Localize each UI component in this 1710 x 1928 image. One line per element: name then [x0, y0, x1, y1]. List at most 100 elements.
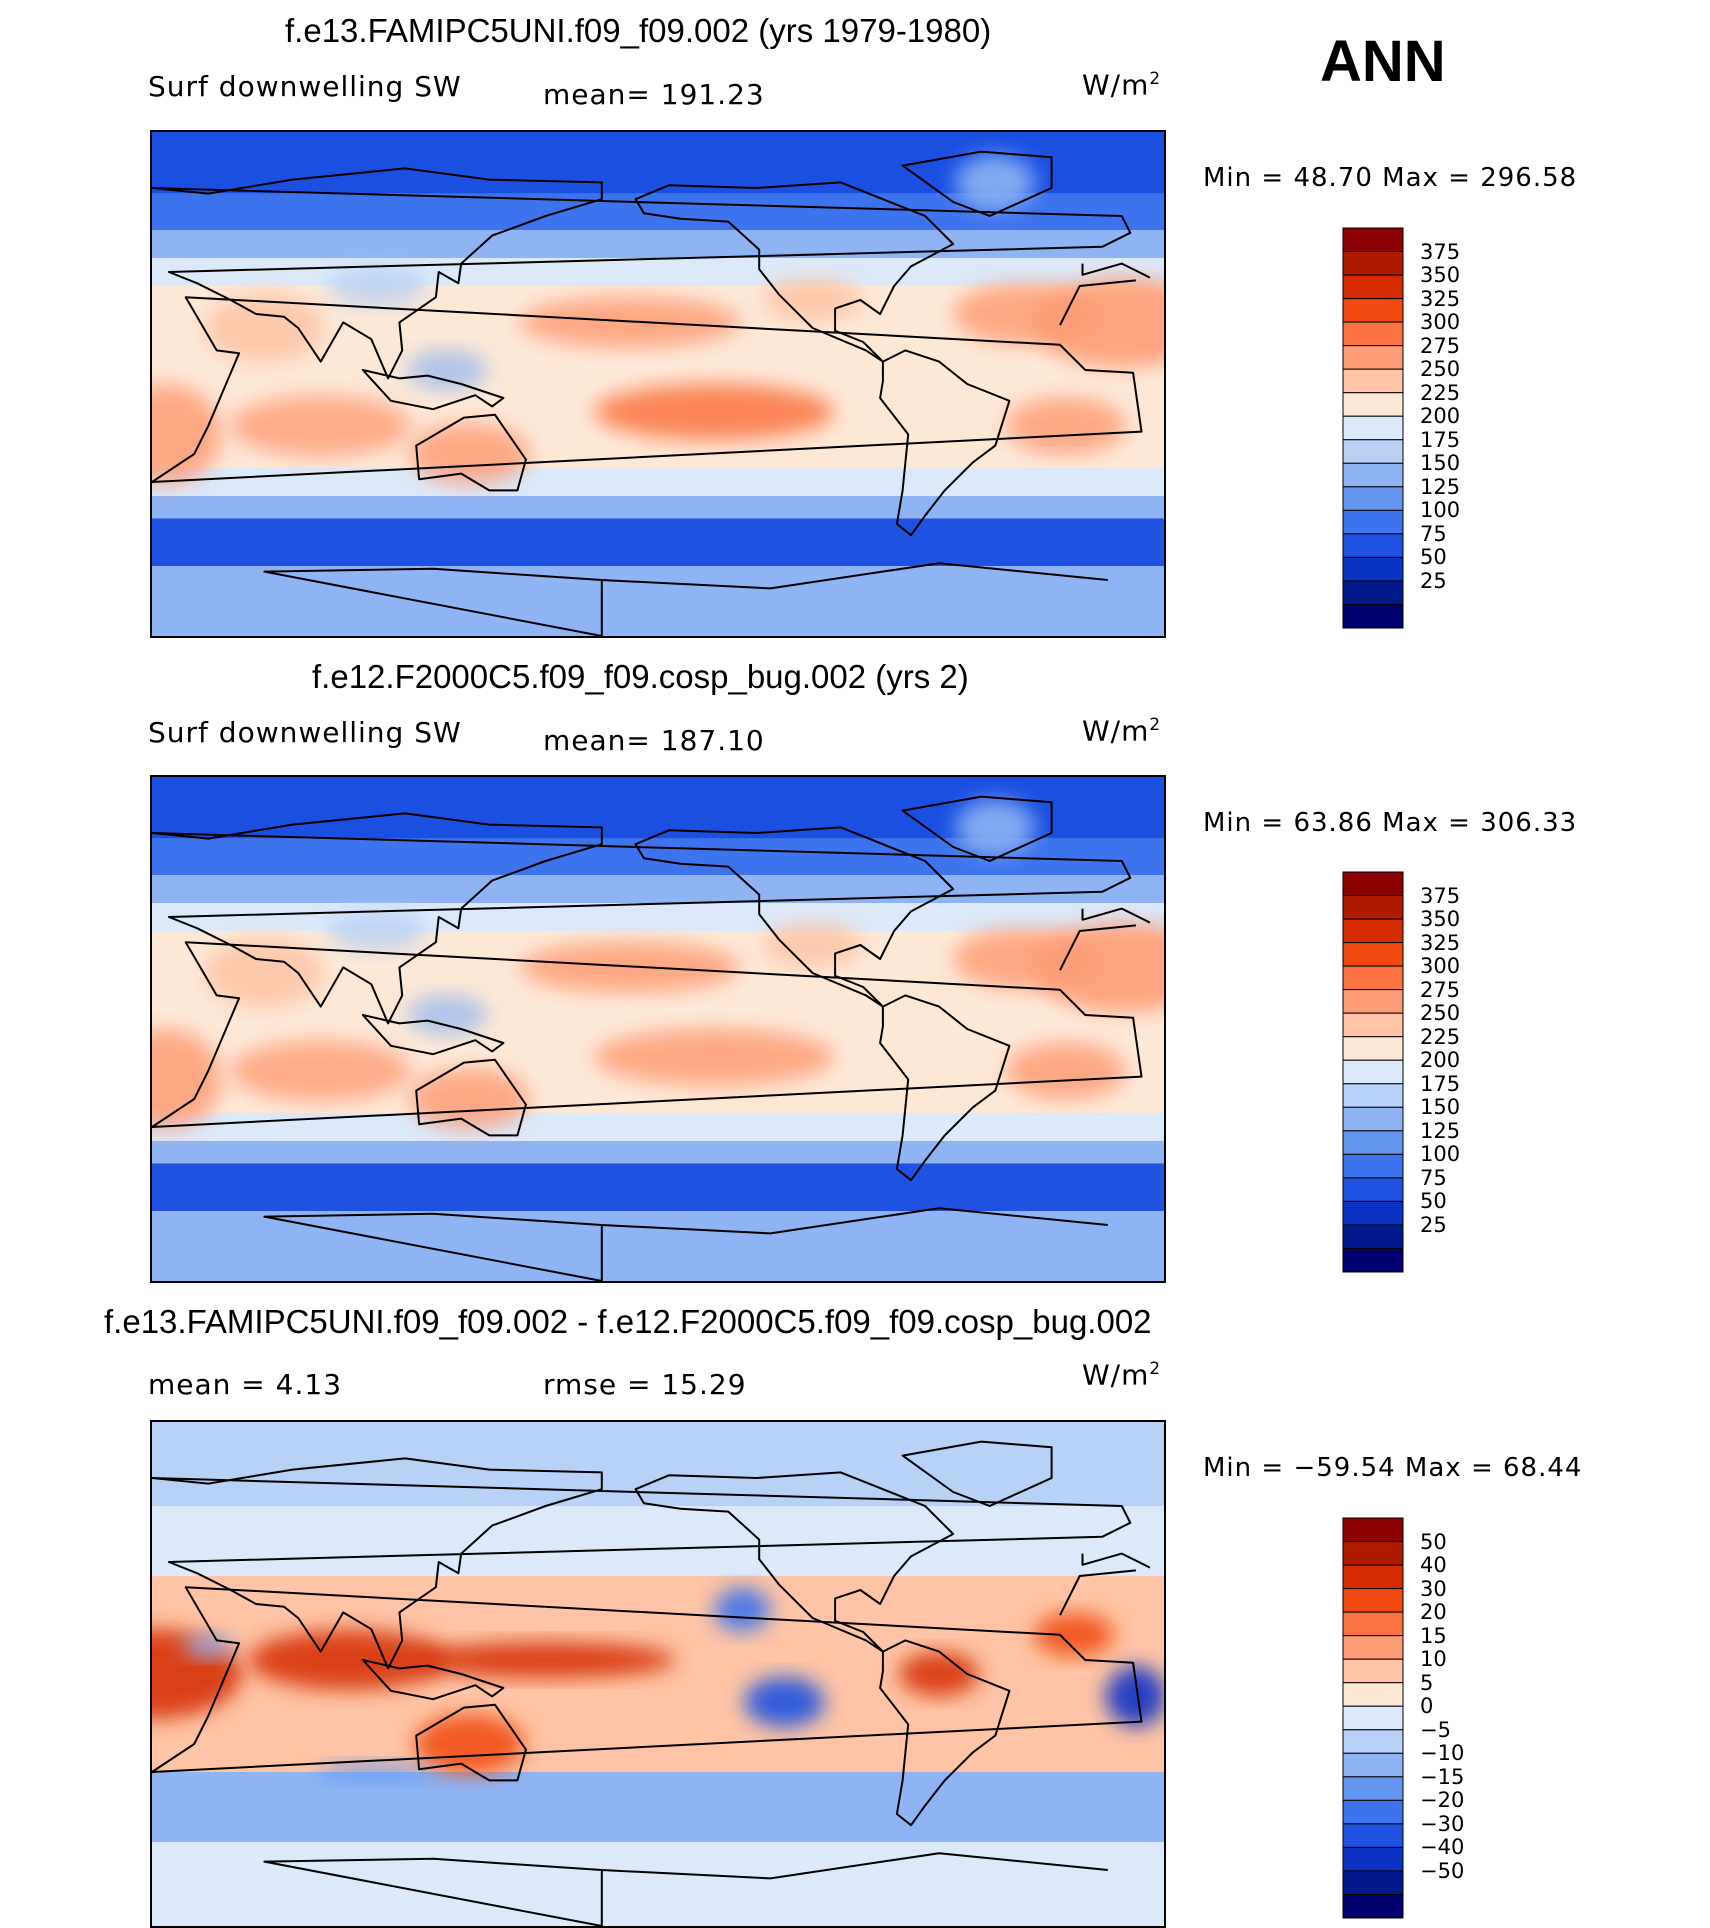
coastline-africa — [152, 279, 1143, 483]
colorbar-tick-label: 75 — [1420, 1165, 1447, 1190]
colorbar-swatch — [1342, 1776, 1404, 1801]
colorbar-tick-label: 50 — [1420, 545, 1447, 570]
colorbar-swatch — [1342, 321, 1404, 347]
diff-pacific-positive — [415, 1642, 676, 1678]
colorbar-tick-label: 125 — [1420, 1118, 1461, 1143]
colorbar-swatch — [1342, 368, 1404, 394]
diff-baja-negative — [714, 1587, 771, 1632]
colorbar-tick-label: 50 — [1420, 1529, 1447, 1554]
colorbar-tick-label: 50 — [1420, 1189, 1447, 1214]
colorbar-swatch — [1342, 1177, 1404, 1202]
colorbar-tick-label: 250 — [1420, 357, 1461, 382]
colorbar-tick-label: 275 — [1420, 333, 1461, 358]
colorbar-swatch — [1342, 533, 1404, 558]
panel3-colorbar-svg — [1342, 1517, 1404, 1919]
colorbar-tick-label: −40 — [1420, 1835, 1465, 1860]
diff-midlat-south — [152, 1772, 1164, 1842]
colorbar-swatch — [1342, 1130, 1404, 1155]
colorbar-tick-label: −5 — [1420, 1717, 1451, 1742]
antarctic-band — [152, 1211, 1164, 1281]
colorbar-tick-label: −30 — [1420, 1811, 1465, 1836]
north-pacific-high — [519, 942, 740, 993]
panel2-colorbar-svg — [1342, 871, 1404, 1273]
colorbar-tick-label: 350 — [1420, 907, 1461, 932]
colorbar-tick-label: 325 — [1420, 930, 1461, 955]
midlat-band-south — [152, 496, 1164, 519]
coastline-greenland — [901, 795, 1053, 862]
midlat-band-north — [152, 875, 1164, 903]
colorbar-tick-label: 15 — [1420, 1623, 1447, 1648]
arabia-high — [204, 938, 325, 1008]
colorbar-swatch — [1342, 1823, 1404, 1848]
panel1-colorbar — [1342, 227, 1404, 629]
south-pacific-high — [594, 384, 835, 440]
north-pacific-high — [519, 297, 740, 348]
colorbar-tick-label: 20 — [1420, 1600, 1447, 1625]
coastline-greenland — [901, 1440, 1053, 1507]
panel3-rmse-label: rmse = 15.29 — [543, 1368, 747, 1401]
panel1-map-field — [152, 132, 1164, 636]
colorbar-swatch — [1342, 1200, 1404, 1226]
colorbar-tick-label: 175 — [1420, 1071, 1461, 1096]
diff-australia-positive — [414, 1714, 525, 1774]
coastline-indonesia — [361, 1014, 505, 1056]
colorbar-tick-label: 100 — [1420, 1142, 1461, 1167]
colorbar-swatch — [1342, 1799, 1404, 1825]
colorbar-tick-label: 225 — [1420, 380, 1461, 405]
greenland — [955, 154, 1036, 211]
colorbar-tick-label: 375 — [1420, 239, 1461, 264]
colorbar-swatch — [1342, 1564, 1404, 1590]
panel2-colorbar-labels: 375 350 325 300 275 250 225 200 175 150 125 100 75 50… — [1420, 872, 1500, 1272]
colorbar-swatch — [1342, 1611, 1404, 1637]
panel3-units: W/m2 — [1082, 1358, 1162, 1392]
colorbar-swatch — [1342, 989, 1404, 1014]
panel2-units: W/m2 — [1082, 714, 1162, 748]
colorbar-swatch — [1342, 580, 1404, 605]
panel1-colorbar-labels: 375 350 325 300 275 250 225 200 175 150 125 100 75 50… — [1420, 228, 1500, 628]
colorbar-swatch — [1342, 1106, 1404, 1132]
south-atlantic-high — [1005, 398, 1126, 454]
colorbar-swatch — [1342, 871, 1404, 897]
diff-amazon-positive — [899, 1652, 980, 1696]
coastline-namerica — [634, 1471, 955, 1653]
diff-east-pacific-negative — [744, 1677, 825, 1727]
maritime-continent-low — [407, 995, 488, 1035]
panel2-minmax: Min = 63.86 Max = 306.33 — [1203, 808, 1578, 838]
colorbar-tick-label: 40 — [1420, 1553, 1447, 1578]
midlat-band-north — [152, 230, 1164, 258]
panel3-map — [150, 1420, 1166, 1928]
colorbar-swatch — [1342, 1517, 1404, 1543]
panel3-mean-label: mean = 4.13 — [148, 1368, 343, 1401]
coastline-eurasia — [152, 167, 1151, 380]
colorbar-swatch — [1342, 1247, 1404, 1273]
coastline-antarctica — [263, 1207, 1108, 1281]
colorbar-tick-label: 150 — [1420, 1095, 1461, 1120]
australia-high — [409, 424, 530, 484]
colorbar-swatch — [1342, 1541, 1404, 1566]
north-atlantic-high — [953, 284, 1094, 344]
colorbar-tick-label: 375 — [1420, 883, 1461, 908]
panel2-title: f.e12.F2000C5.f09_f09.cosp_bug.002 (yrs … — [312, 658, 969, 695]
north-atlantic-high — [953, 929, 1094, 989]
colorbar-swatch — [1342, 486, 1404, 511]
coastline-africa — [152, 924, 1143, 1128]
diff-antarctic-band — [152, 1842, 1164, 1926]
australia-high — [409, 1069, 530, 1129]
colorbar-swatch — [1342, 1153, 1404, 1179]
diff-east-africa-negative — [183, 1634, 234, 1658]
colorbar-swatch — [1342, 942, 1404, 967]
southern-ocean-band — [152, 1163, 1164, 1211]
panel1-minmax: Min = 48.70 Max = 296.58 — [1203, 163, 1578, 193]
panel3-map-field — [152, 1422, 1164, 1926]
panel2-map — [150, 775, 1166, 1283]
colorbar-swatch — [1342, 415, 1404, 441]
coastline-namerica — [634, 826, 955, 1008]
north-america-high — [762, 278, 863, 322]
colorbar-swatch — [1342, 1635, 1404, 1660]
diff-midlat-north — [152, 1506, 1164, 1576]
colorbar-tick-label: 0 — [1420, 1694, 1434, 1719]
coastline-namerica — [634, 181, 955, 363]
colorbar-tick-label: 30 — [1420, 1576, 1447, 1601]
colorbar-tick-label: 25 — [1420, 568, 1447, 593]
colorbar-swatch — [1342, 1893, 1404, 1919]
